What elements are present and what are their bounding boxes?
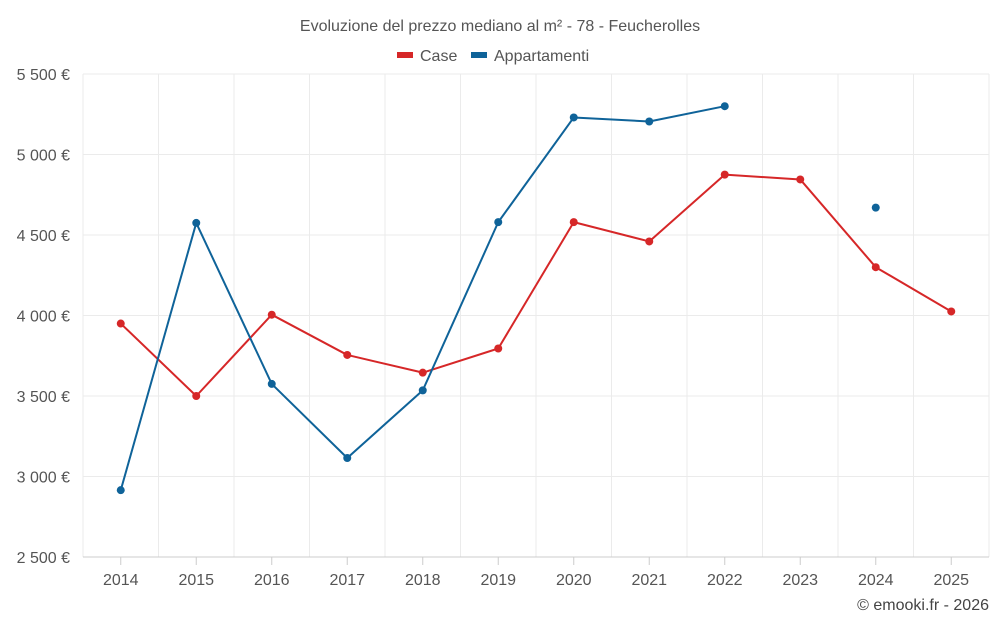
data-point-appartamenti[interactable] [645,117,654,126]
x-tick-label: 2014 [103,572,139,589]
data-point-appartamenti[interactable] [267,379,276,388]
data-point-case[interactable] [645,237,654,246]
x-tick-label: 2024 [858,572,894,589]
data-point-case[interactable] [418,368,427,377]
data-point-case[interactable] [343,350,352,359]
x-tick-label: 2019 [480,572,516,589]
grid [82,73,990,558]
data-point-appartamenti[interactable] [418,386,427,395]
x-tick-label: 2016 [254,572,290,589]
axes: 2 500 € 3 000 € 3 500 € 4 000 € 4 500 € 5 000… [17,67,989,589]
y-tick-label: 3 000 € [17,470,70,487]
y-tick-label: 5 500 € [17,67,70,84]
data-point-case[interactable] [796,175,805,184]
data-point-appartamenti[interactable] [343,453,352,462]
y-tick-label: 4 500 € [17,228,70,245]
legend-item-case[interactable]: Case [397,48,457,65]
data-point-case[interactable] [116,319,125,328]
series [116,102,956,495]
legend-item-appartamenti[interactable]: Appartamenti [471,48,589,65]
data-point-appartamenti[interactable] [720,102,729,111]
data-point-appartamenti[interactable] [569,113,578,122]
x-tick-label: 2022 [707,572,743,589]
x-tick-label: 2021 [631,572,667,589]
x-tick-label: 2025 [933,572,969,589]
x-tick-label: 2023 [782,572,818,589]
series-line-appartamenti [119,105,725,491]
data-point-case[interactable] [267,310,276,319]
legend-label-appartamenti: Appartamenti [494,48,589,65]
data-point-appartamenti[interactable] [192,218,201,227]
credit-text: © emooki.fr - 2026 [857,597,989,614]
x-tick-label: 2017 [329,572,365,589]
legend-swatch-appartamenti [471,52,487,58]
series-case [116,170,956,400]
x-tick-label: 2020 [556,572,592,589]
data-point-case[interactable] [947,307,956,316]
series-appartamenti [116,102,880,495]
data-point-appartamenti[interactable] [871,203,880,212]
y-tick-label: 2 500 € [17,550,70,567]
data-point-case[interactable] [720,170,729,179]
series-line-case [120,173,952,397]
y-tick-label: 3 500 € [17,389,70,406]
legend[interactable]: Case Appartamenti [397,48,589,65]
legend-swatch-case [397,52,413,58]
data-point-appartamenti[interactable] [494,218,503,227]
y-tick-label: 5 000 € [17,148,70,165]
data-point-case[interactable] [871,263,880,272]
data-point-appartamenti[interactable] [116,486,125,495]
data-point-case[interactable] [569,218,578,227]
data-point-case[interactable] [192,392,201,400]
data-point-case[interactable] [494,344,503,353]
legend-label-case: Case [420,48,457,65]
chart-title: Evoluzione del prezzo mediano al m² - 78… [300,18,700,35]
x-tick-label: 2018 [405,572,441,589]
x-tick-label: 2015 [178,572,214,589]
y-tick-label: 4 000 € [17,309,70,326]
